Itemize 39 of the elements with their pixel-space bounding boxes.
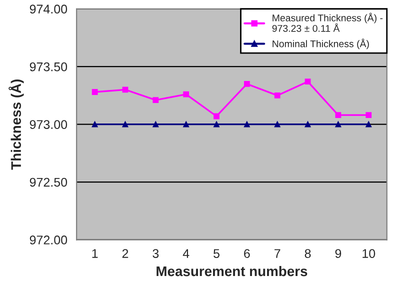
y-tick-label: 972.00	[30, 236, 68, 244]
x-tick-label: 1	[92, 249, 98, 258]
y-tick-label: 973.00	[30, 120, 68, 129]
y-tick-label: 972.50	[30, 178, 68, 187]
point	[214, 121, 220, 128]
point	[183, 121, 190, 128]
point	[274, 92, 280, 98]
point	[152, 97, 159, 104]
point	[274, 121, 280, 128]
point	[366, 112, 372, 118]
point	[92, 89, 98, 95]
y-axis-title: Thickness (Å)	[8, 79, 24, 170]
point	[335, 112, 342, 118]
legend-label: Nominal Thickness (Å)	[272, 38, 369, 50]
point	[244, 80, 250, 87]
point	[92, 121, 98, 128]
x-tick-label: 9	[335, 249, 342, 258]
point	[304, 121, 311, 128]
point	[366, 121, 372, 128]
x-tick-label: 5	[214, 249, 220, 258]
point	[152, 121, 159, 128]
x-tick-label: 8	[304, 249, 311, 258]
legend-label: Measured Thickness (Å) - 973.23 ± 0.11 Å	[272, 12, 383, 32]
point	[244, 121, 250, 128]
point	[122, 121, 128, 128]
x-tick-label: 3	[152, 249, 159, 258]
x-tick-label: 7	[274, 249, 280, 258]
point	[122, 86, 128, 93]
y-tick-label: 974.00	[30, 4, 68, 14]
point	[304, 78, 311, 85]
point	[214, 113, 220, 120]
x-tick-label: 6	[244, 249, 250, 258]
point	[335, 121, 342, 128]
y-tick-label: 973.50	[30, 62, 68, 72]
x-tick-label: 10	[362, 249, 376, 258]
x-axis-title: Measurement numbers	[156, 266, 308, 276]
x-tick-label: 4	[182, 249, 190, 258]
point	[183, 91, 190, 98]
x-tick-label: 2	[122, 249, 128, 258]
